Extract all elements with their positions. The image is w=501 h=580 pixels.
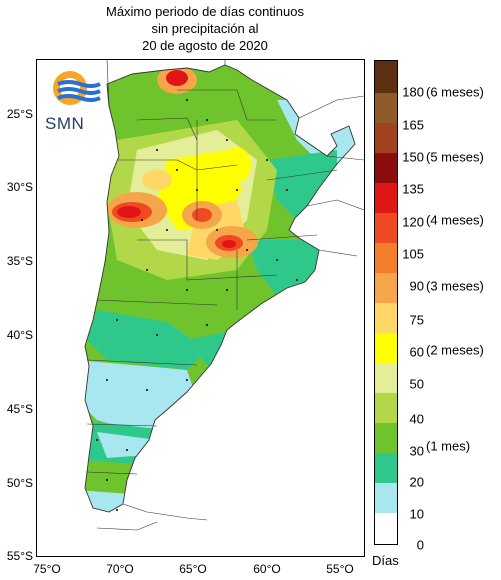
legend-swatch-30: [375, 423, 397, 453]
legend-value-150: 150: [402, 149, 424, 165]
legend-value-20: 20: [409, 474, 424, 490]
legend-value-180: 180: [402, 84, 424, 100]
legend-swatch-90: [375, 273, 397, 303]
legend-value-75: 75: [409, 312, 424, 328]
y-label-30s: 30°S: [6, 180, 33, 194]
legend-swatch-120: [375, 213, 397, 243]
legend-value-60: 60: [409, 344, 424, 360]
legend-swatch-top: [375, 61, 397, 93]
legend-swatch-150: [375, 153, 397, 183]
legend-swatch-165: [375, 123, 397, 153]
legend-value-165: 165: [402, 117, 424, 133]
x-label-70o: 70°O: [106, 562, 134, 576]
legend-swatch-0: [375, 513, 397, 544]
legend-unit: Días: [372, 553, 399, 568]
title-line-1: Máximo periodo de días continuos: [105, 4, 304, 19]
legend-period-5-months: (5 meses): [426, 149, 484, 165]
y-label-50s: 50°S: [6, 476, 33, 490]
legend-period-6-months: (6 meses): [426, 84, 484, 100]
legend-swatch-135: [375, 183, 397, 213]
legend-value-0: 0: [416, 537, 424, 553]
legend-swatch-10: [375, 483, 397, 513]
legend-value-90: 90: [409, 278, 424, 294]
title-line-2: sin precipitación al: [151, 21, 259, 36]
legend-period-4-months: (4 meses): [426, 212, 484, 228]
smn-logo-text: SMN: [45, 114, 85, 133]
legend-value-30: 30: [409, 443, 424, 459]
title-line-3: 20 de agosto de 2020: [142, 38, 268, 53]
legend-period-1-month: (1 mes): [426, 438, 471, 454]
legend-value-105: 105: [402, 246, 424, 262]
y-label-40s: 40°S: [6, 328, 33, 342]
legend-value-10: 10: [409, 506, 424, 522]
map-title: Máximo periodo de días continuos sin pre…: [40, 3, 370, 54]
legend-value-50: 50: [409, 376, 424, 392]
x-label-75o: 75°O: [33, 562, 61, 576]
x-label-65o: 65°O: [179, 562, 207, 576]
map-frame: [36, 59, 365, 557]
legend-period-2-months: (2 meses): [426, 342, 484, 358]
legend-swatch-75: [375, 303, 397, 333]
legend-swatch-105: [375, 243, 397, 273]
legend-value-40: 40: [409, 411, 424, 427]
x-label-60o: 60°O: [253, 562, 281, 576]
y-label-55s: 55°S: [6, 549, 33, 563]
y-label-35s: 35°S: [6, 254, 33, 268]
y-label-45s: 45°S: [6, 402, 33, 416]
legend-swatch-50: [375, 363, 397, 393]
legend-swatch-20: [375, 453, 397, 483]
argentina-map: [84, 60, 364, 531]
y-label-25s: 25°S: [6, 107, 33, 121]
legend-swatch-180: [375, 93, 397, 123]
legend-color-bar: [374, 60, 398, 545]
legend-value-135: 135: [402, 181, 424, 197]
legend-swatch-40: [375, 393, 397, 423]
legend-period-3-months: (3 meses): [426, 278, 484, 294]
legend-swatch-60: [375, 333, 397, 363]
legend-value-120: 120: [402, 214, 424, 230]
x-label-55o: 55°O: [326, 562, 354, 576]
smn-logo-icon: [53, 71, 101, 105]
